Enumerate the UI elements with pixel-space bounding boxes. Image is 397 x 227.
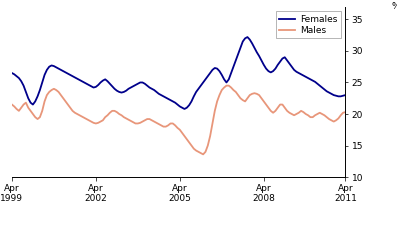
- Males: [252, 92, 257, 95]
- Males: [224, 84, 229, 87]
- Females: [252, 47, 257, 49]
- Females: [282, 56, 287, 59]
- Males: [112, 109, 117, 112]
- Males: [282, 106, 287, 109]
- Males: [33, 116, 38, 118]
- Females: [58, 69, 63, 71]
- Males: [287, 111, 292, 114]
- Line: Females: Females: [12, 37, 345, 109]
- Females: [33, 100, 38, 103]
- Legend: Females, Males: Females, Males: [276, 11, 341, 38]
- Males: [58, 94, 63, 96]
- Males: [343, 111, 348, 114]
- Line: Males: Males: [12, 86, 345, 154]
- Females: [10, 72, 14, 74]
- Females: [343, 94, 348, 96]
- Males: [201, 153, 206, 156]
- Males: [10, 103, 14, 106]
- Females: [112, 87, 117, 90]
- Females: [287, 62, 292, 65]
- Y-axis label: %: %: [391, 2, 397, 11]
- Females: [182, 108, 187, 110]
- Females: [245, 36, 250, 38]
